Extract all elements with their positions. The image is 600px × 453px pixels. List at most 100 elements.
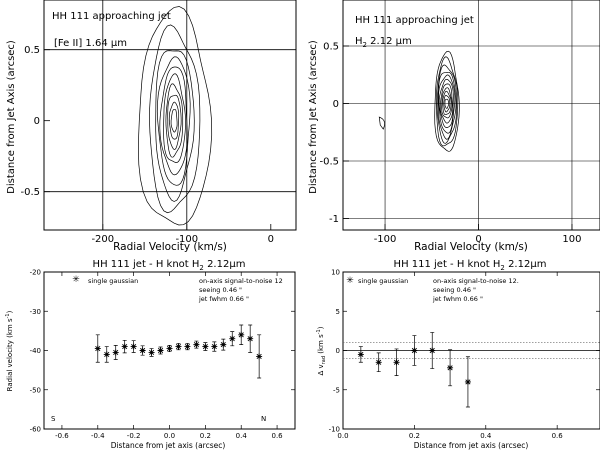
contour-level: [436, 64, 458, 144]
panel-radial-velocity: -0.6 -0.4 -0.2 0.0 0.2 0.4 0.6-20-30-40-50-60 …: [5, 259, 296, 450]
x-tick-label: 0.4: [236, 432, 248, 440]
panel-b-ylabel: Distance from Jet Axis (arcsec): [308, 40, 319, 194]
panel-d-legend-label: single gaussian: [358, 277, 408, 285]
panel-a-frame: [43, 0, 297, 231]
data-point: [229, 335, 236, 342]
panel-velocity-difference: 0.0 0.2 0.4 0.6 10 5 0 -5 -10 HH 111 jet - H kno…: [316, 259, 600, 450]
data-point: [393, 359, 400, 366]
panel-d-legend-marker: ✳: [346, 276, 354, 286]
panel-c-note-seeing: seeing 0.46 ": [199, 286, 242, 294]
data-point: [202, 343, 209, 350]
contour-level: [149, 24, 201, 214]
contour-level: [434, 50, 460, 152]
contour-level: [438, 78, 454, 128]
data-point: [220, 341, 227, 348]
contour-level: [156, 56, 191, 186]
panel-c-legend-marker: ✳: [72, 275, 80, 285]
data-point-glyph: [148, 349, 155, 356]
data-point-glyph: [247, 335, 254, 342]
y-tick-label: 0: [34, 116, 40, 127]
x-tick-label: -100: [175, 234, 198, 245]
data-point: [112, 349, 119, 356]
panel-b-frame: [342, 0, 600, 231]
panel-c-legend-label: single gaussian: [88, 277, 138, 285]
contour-feature: [378, 116, 385, 130]
x-tick-label: 0.0: [164, 432, 175, 440]
data-point: [184, 343, 191, 350]
panel-a-line-label: [Fe II] 1.64 μm: [54, 38, 127, 49]
y-tick-label: -30: [30, 308, 41, 316]
data-point: [121, 343, 128, 350]
contour-level: [159, 66, 188, 176]
panel-c-corner-n: N: [261, 415, 266, 423]
x-tick-label: 0.2: [409, 432, 420, 440]
y-tick-label: -50: [30, 386, 41, 394]
data-point-glyph: [229, 335, 236, 342]
panel-c-title: HH 111 jet - H knot H2 2.12μm: [93, 259, 246, 272]
x-tick-label: 0.4: [480, 432, 492, 440]
data-point: [130, 343, 137, 350]
data-point-glyph: [139, 347, 146, 354]
x-tick-label: -0.2: [127, 432, 141, 440]
data-point-glyph: [130, 343, 137, 350]
data-point: [94, 345, 101, 352]
x-tick-label: -0.4: [91, 432, 105, 440]
panel-d-note-snr: on-axis signal-to-noise 12.: [433, 277, 519, 285]
panel-d-xlabel: Distance from jet axis (arcsec): [414, 441, 529, 450]
x-tick-label: 0.0: [337, 432, 348, 440]
data-point-glyph: [193, 341, 200, 348]
contour-level: [167, 94, 182, 150]
data-point: [256, 353, 263, 360]
data-point: [166, 345, 173, 352]
y-tick-label: -60: [30, 426, 41, 434]
data-point-glyph: [238, 331, 245, 338]
x-tick-label: 0.6: [272, 432, 284, 440]
panel-b-line-label: H2 2.12 μm: [355, 36, 412, 49]
data-point: [238, 331, 245, 338]
panel-d-title: HH 111 jet - H knot H2 2.12μm: [394, 259, 547, 272]
x-tick-label: 0: [475, 234, 481, 245]
data-point-glyph: [256, 353, 263, 360]
data-point-glyph: [411, 347, 418, 354]
panel-a-ylabel: Distance from Jet Axis (arcsec): [6, 40, 17, 194]
data-point-glyph: [121, 343, 128, 350]
panel-c-ylabel: Radial velocity (km s-1): [5, 310, 14, 391]
panel-b-title: HH 111 approaching jet: [355, 15, 474, 26]
data-point-glyph: [175, 343, 182, 350]
data-point-glyph: [157, 347, 164, 354]
panel-c-note-fwhm: jet fwhm 0.66 ": [198, 295, 249, 303]
contour-level: [165, 83, 184, 158]
data-point-glyph: [211, 343, 218, 350]
contour-level: [155, 50, 195, 202]
y-tick-label: 0.5: [24, 45, 40, 56]
x-tick-label: -0.6: [55, 432, 69, 440]
contour-level: [439, 83, 454, 124]
y-tick-label: -10: [329, 426, 340, 434]
data-point: [411, 347, 418, 354]
y-tick-label: 0: [333, 99, 339, 110]
data-point: [429, 347, 436, 354]
y-tick-label: 0.5: [323, 42, 339, 53]
panel-d-note-fwhm: jet fwhm 0.66 ": [432, 295, 483, 303]
data-point-glyph: [94, 345, 101, 352]
contour-level: [437, 71, 457, 140]
panel-a-title: HH 111 approaching jet: [52, 11, 171, 22]
data-point-glyph: [103, 351, 110, 358]
data-point-glyph: [393, 359, 400, 366]
data-point: [247, 335, 254, 342]
data-point-glyph: [112, 349, 119, 356]
panel-feii-contour: -200 -100 0 0.5 0 -0.5 HH 111 approaching jet…: [6, 0, 297, 253]
contour-level: [163, 73, 186, 163]
y-tick-label: -20: [30, 269, 41, 277]
data-point: [139, 347, 146, 354]
data-point: [211, 343, 218, 350]
x-tick-label: 0.2: [200, 432, 211, 440]
data-point-glyph: [429, 347, 436, 354]
panel-d-ylabel: Δ vrad (km s-1): [316, 326, 327, 375]
x-tick-label: 100: [562, 234, 581, 245]
data-point-glyph: [220, 341, 227, 348]
data-point-glyph: [357, 351, 364, 358]
contour-level: [443, 94, 451, 113]
panel-c-xlabel: Distance from jet axis (arcsec): [111, 441, 226, 450]
